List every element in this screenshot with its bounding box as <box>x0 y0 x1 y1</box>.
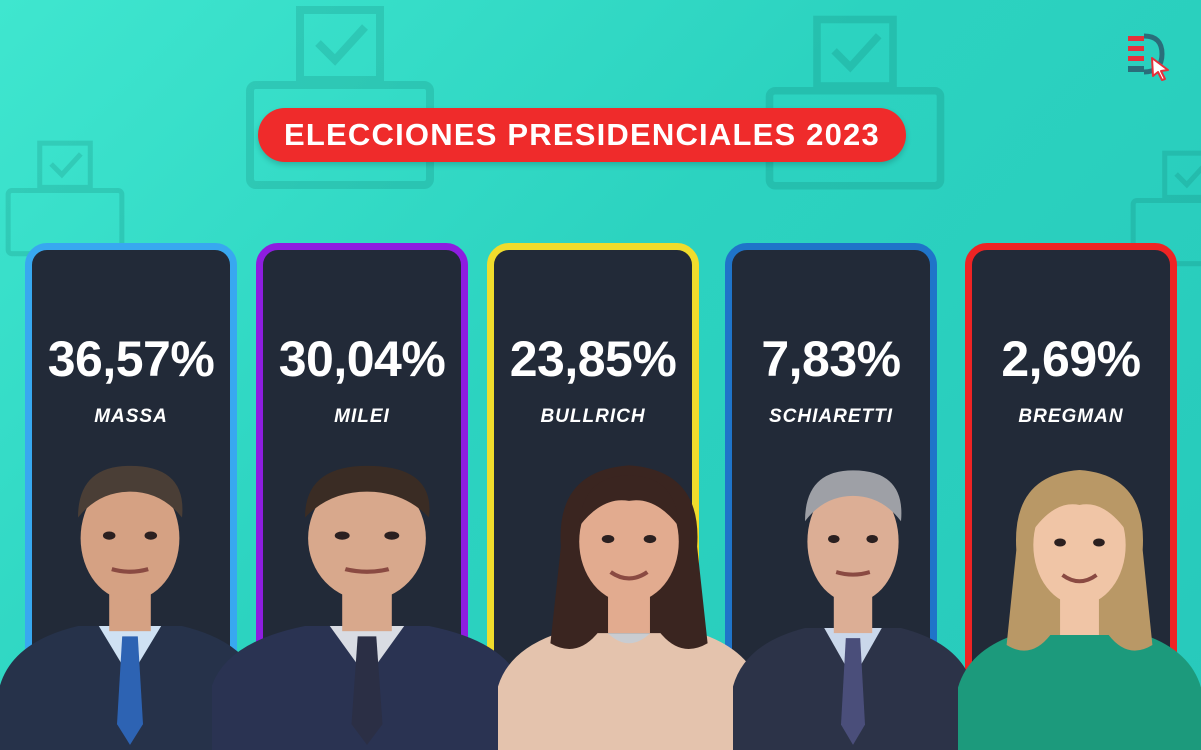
media-logo-with-cursor-icon <box>1128 33 1169 81</box>
ballot-box-icon <box>246 6 434 189</box>
vote-percentage: 36,57% <box>47 331 215 387</box>
page-title: ELECCIONES PRESIDENCIALES 2023 <box>258 108 906 162</box>
vote-percentage: 23,85% <box>509 331 677 387</box>
candidate-portrait <box>0 465 260 750</box>
ballot-box-icon <box>1130 150 1201 267</box>
candidate-name: MILEI <box>334 406 390 427</box>
ballot-box-icon <box>5 140 125 257</box>
ballot-box-icon <box>765 15 945 190</box>
candidate-name: BULLRICH <box>540 406 646 427</box>
candidate-portrait <box>958 470 1201 750</box>
vote-percentage: 2,69% <box>1001 331 1141 387</box>
candidate-portrait <box>498 465 760 750</box>
vote-percentage: 7,83% <box>761 331 901 387</box>
candidate-name: MASSA <box>94 406 168 427</box>
candidate-portrait <box>733 470 973 750</box>
candidate-name: SCHIARETTI <box>769 406 893 427</box>
candidate-portrait <box>212 465 522 750</box>
candidate-name: BREGMAN <box>1018 406 1124 427</box>
vote-percentage: 30,04% <box>278 331 446 387</box>
